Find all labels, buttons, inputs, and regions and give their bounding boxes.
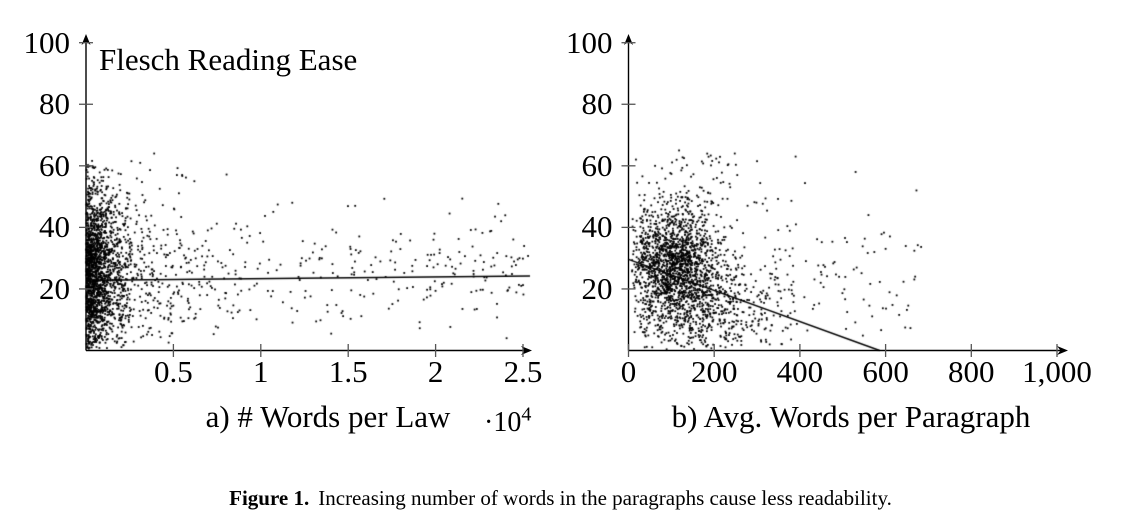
y-tick-label: 60 — [581, 147, 613, 183]
x-tick-label: 2.5 — [503, 354, 543, 389]
y-tick-label: 80 — [39, 86, 70, 122]
x-axis-arrowhead-a — [521, 346, 532, 355]
x-axis-label-plot-a: a) # Words per Law — [205, 399, 451, 434]
y-axis-title: Flesch Reading Ease — [99, 42, 358, 77]
x-tick-label: 0 — [620, 354, 637, 389]
x-tick-label: 200 — [690, 354, 738, 389]
x-tick-label: 1 — [253, 354, 269, 389]
x-tick-label: 400 — [776, 354, 824, 389]
scatter-plots-canvas — [0, 0, 1121, 460]
y-tick-label: 20 — [39, 270, 70, 306]
y-tick-label: 20 — [581, 270, 613, 306]
figure-caption-label: Figure 1. — [229, 486, 310, 510]
figure-caption: Figure 1. Increasing number of words in t… — [0, 486, 1121, 511]
y-tick-label: 100 — [566, 24, 613, 60]
axis-labels-layer: Flesch Reading Ease a) # Words per Law ·… — [23, 24, 1092, 439]
y-tick-label: 100 — [23, 24, 71, 60]
x-axis-multiplier: ·104 — [484, 403, 532, 439]
x-axis-multiplier-exponent: 4 — [521, 403, 532, 426]
x-tick-label: 0.5 — [154, 354, 193, 389]
x-axis-arrowhead-b — [1057, 346, 1068, 355]
x-tick-label: 1.5 — [328, 354, 368, 389]
x-tick-label: 800 — [948, 354, 995, 389]
y-tick-label: 60 — [39, 147, 70, 183]
x-tick-label: 600 — [862, 354, 909, 389]
x-tick-label: 2 — [427, 354, 444, 389]
y-tick-label: 80 — [581, 86, 613, 122]
x-tick-label: 1,000 — [1022, 354, 1092, 389]
axes-layer — [79, 34, 1068, 357]
y-tick-label: 40 — [39, 209, 70, 245]
x-axis-label-plot-b: b) Avg. Words per Paragraph — [671, 399, 1031, 434]
y-tick-label: 40 — [581, 209, 613, 245]
figure-caption-text: Increasing number of words in the paragr… — [318, 486, 892, 510]
x-axis-multiplier-base: ·10 — [484, 407, 522, 438]
